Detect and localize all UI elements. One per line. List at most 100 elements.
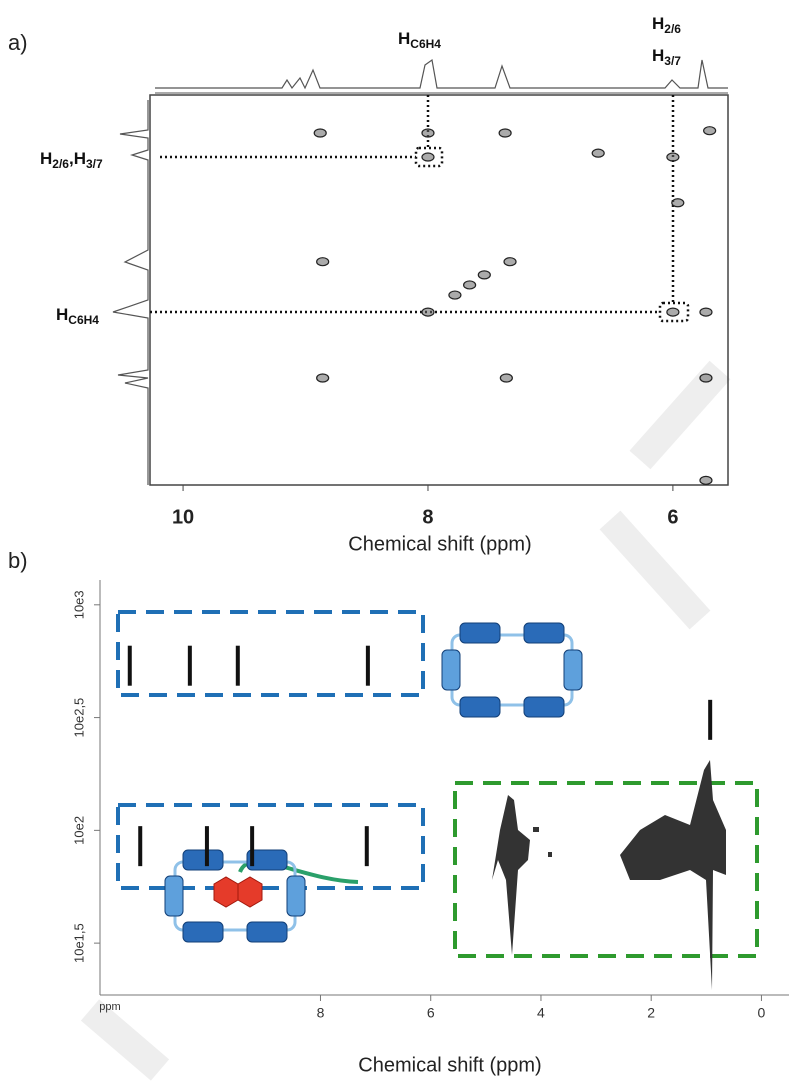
watermark-stroke [629,360,731,470]
cross-peak [313,128,327,138]
watermark-stroke [80,999,170,1081]
projection-top [155,58,728,90]
ring-outline [450,633,574,707]
signal [250,826,255,867]
signal [708,699,713,740]
annotation-text: H [652,14,664,33]
x-axis-label: Chemical shift (ppm) [348,533,531,555]
annotation-text: H [652,46,664,65]
broad-signal [492,795,530,955]
annotation: HC6H4 [56,305,99,327]
brick [441,649,461,691]
cross-peak [666,152,680,162]
cross-peak [499,373,513,383]
brick [246,849,288,871]
annotation-sub: C6H4 [410,37,441,51]
guides [150,95,690,323]
annotation-sub: 2/6 [52,157,69,171]
region-boxes [116,610,759,958]
x-tick-label: 2 [647,1005,655,1021]
annotation-text: H [56,305,68,324]
guest-ring [213,876,239,908]
cross-peak [699,475,713,485]
signal [364,826,369,867]
annotation-sub: C6H4 [68,313,99,327]
cross-peak [421,307,435,317]
cross-peak [703,126,717,136]
y-tick-label: 10e2,5 [71,698,86,738]
signal [127,645,132,686]
annotation: H3/7 [652,46,681,68]
signal [187,645,192,686]
signal [138,826,143,867]
annotation-sub: 3/7 [86,157,103,171]
cross-peak [463,280,477,290]
brick [246,921,288,943]
annotation-sub: 2/6 [664,22,681,36]
cross-peak [699,307,713,317]
brick [164,875,184,917]
broad-signal [533,827,539,832]
x-tick-label: 8 [422,506,433,528]
signal [204,826,209,867]
x-tick-label: 6 [667,506,678,528]
cross-peak [316,373,330,383]
brick [182,921,224,943]
cross-peak [503,257,517,267]
cross-peak [421,128,435,138]
brick [286,875,306,917]
brick [182,849,224,871]
annotation-text: ,H [69,149,86,168]
cross-peak [448,290,462,300]
cross-peak [591,148,605,158]
x-tick-label: 0 [758,1005,766,1021]
x-tick-label: 10 [172,506,194,528]
cross-peak [477,270,491,280]
cartoon-complex [164,849,359,943]
brick [523,696,565,718]
x-tick-label: 4 [537,1005,545,1021]
y-tick-label: 10e1,5 [71,923,86,963]
annotation: H2/6,H3/7 [40,149,103,171]
annotation: H2/6 [652,14,681,36]
brick [459,622,501,644]
panel-label: b) [8,548,28,573]
signal [235,645,240,686]
annotation: HC6H4 [398,29,441,51]
cross-peak [671,198,685,208]
cartoon-ring [441,622,583,718]
broad-signal [548,852,552,857]
cross-peak [699,373,713,383]
annotation-text: H [40,149,52,168]
region-box [116,610,425,697]
panel-label: a) [8,30,28,55]
region-box [116,803,425,890]
annotation-sub: 3/7 [664,54,681,68]
watermark-stroke [599,510,711,630]
x-unit-label: ppm [99,1001,120,1013]
guest-ring [237,876,263,908]
guide-box [658,301,690,323]
cross-peak [666,307,680,317]
brick [459,696,501,718]
watermark [80,360,731,1081]
x-axis-label: Chemical shift (ppm) [358,1054,541,1076]
x-tick-label: 8 [317,1005,325,1021]
signal [365,645,370,686]
cross-peak [498,128,512,138]
y-tick-label: 10e2 [71,816,86,845]
cross-peak [316,257,330,267]
broad-signal [620,760,726,990]
projection-left [112,100,149,485]
x-tick-label: 6 [427,1005,435,1021]
annotation-text: H [398,29,410,48]
y-tick-label: 10e3 [71,590,86,619]
guide-box [414,146,444,168]
plot-frame [149,94,729,486]
brick [563,649,583,691]
broad-signals [492,760,726,990]
brick [523,622,565,644]
cross-peak [421,152,435,162]
